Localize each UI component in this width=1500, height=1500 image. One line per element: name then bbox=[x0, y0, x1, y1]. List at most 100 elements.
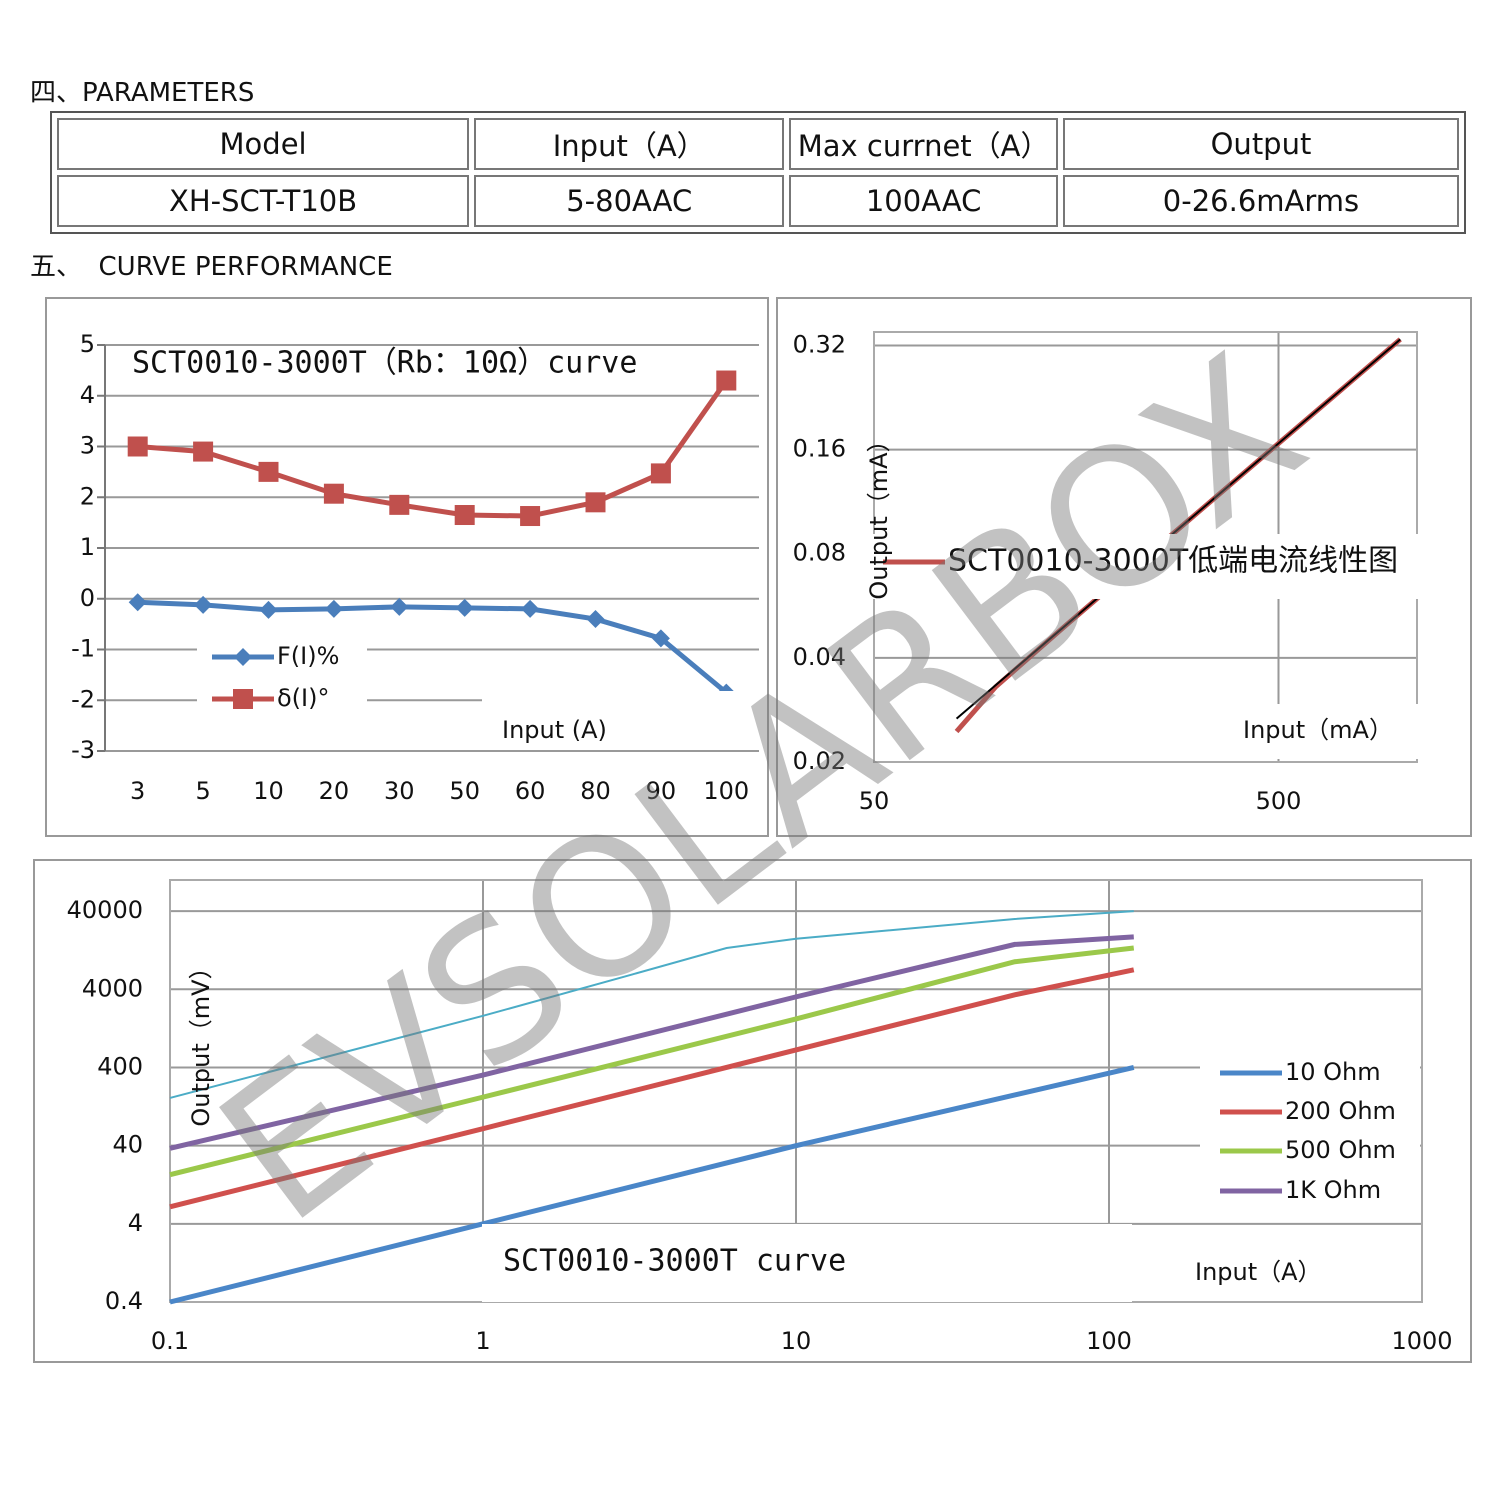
header-cell: Output bbox=[1062, 118, 1459, 170]
legend-label: 500 Ohm bbox=[1285, 1136, 1396, 1164]
label-background bbox=[1185, 1251, 1350, 1291]
header-cell: Model bbox=[57, 118, 470, 170]
y-tick-label: 0.04 bbox=[793, 643, 846, 671]
marker bbox=[324, 599, 343, 618]
x-tick-label: 500 bbox=[1256, 787, 1302, 815]
x-axis-label: Input (A) bbox=[502, 716, 607, 744]
x-tick-label: 100 bbox=[703, 777, 749, 805]
x-tick-label: 3 bbox=[130, 777, 145, 805]
marker bbox=[390, 597, 409, 616]
legend-label: SCT0010-3000T低端电流线性图 bbox=[948, 544, 1398, 579]
series-line bbox=[137, 379, 729, 519]
y-tick-label: 0.32 bbox=[793, 330, 846, 358]
marker bbox=[650, 463, 671, 484]
cell: XH-SCT-T10B bbox=[57, 175, 470, 227]
series-line bbox=[169, 967, 1135, 1210]
marker bbox=[651, 629, 670, 648]
label-background bbox=[1200, 1051, 1420, 1211]
series-line bbox=[169, 934, 1134, 1151]
legend-label: 200 Ohm bbox=[1285, 1097, 1396, 1125]
legend-label: 1K Ohm bbox=[1285, 1176, 1381, 1204]
header-cell: Max currnet（A） bbox=[789, 118, 1058, 170]
series-line bbox=[169, 910, 1134, 1099]
y-tick-label: 0.08 bbox=[793, 539, 846, 567]
marker bbox=[389, 494, 410, 515]
x-tick-label: 30 bbox=[384, 777, 415, 805]
cell: 0-26.6mArms bbox=[1062, 175, 1459, 227]
x-axis-label: Input（A） bbox=[1195, 1258, 1322, 1286]
x-tick-label: 5 bbox=[195, 777, 210, 805]
label-background bbox=[863, 534, 1418, 599]
marker bbox=[127, 436, 148, 457]
y-axis-label: Output（mV） bbox=[187, 955, 215, 1126]
legend-marker bbox=[233, 689, 253, 709]
x-tick-label: 90 bbox=[646, 777, 677, 805]
y-tick-label: 3 bbox=[80, 432, 95, 460]
chart: 0.02 0.04 0.08 0.16 0.32 50 500 SCT0010-3000T低端… bbox=[776, 297, 1472, 837]
label-background bbox=[1233, 704, 1418, 759]
x-tick-label: 1000 bbox=[1391, 1327, 1452, 1355]
chart: -3 -2 -1 0 1 2 3 4 5 3 5 10 20 30 50 60 80 90 100 F(I)% δ(I)… bbox=[45, 297, 769, 837]
legend-marker bbox=[234, 648, 252, 666]
header-cell: Input（A） bbox=[474, 118, 785, 170]
label-background bbox=[482, 1224, 1132, 1302]
x-tick-label: 1 bbox=[475, 1327, 490, 1355]
y-tick-label: 0.02 bbox=[793, 747, 846, 775]
x-tick-label: 80 bbox=[580, 777, 611, 805]
marker bbox=[323, 483, 344, 504]
legend-label: F(I)% bbox=[277, 642, 339, 670]
marker bbox=[454, 505, 475, 526]
marker bbox=[193, 441, 214, 462]
section-heading: 四、PARAMETERS bbox=[30, 78, 255, 108]
chart-title: SCT0010-3000T（Rb：10Ω）curve bbox=[132, 346, 637, 381]
y-tick-label: 40 bbox=[112, 1131, 143, 1159]
y-tick-label: 400 bbox=[97, 1052, 143, 1080]
series-line bbox=[169, 1065, 1135, 1305]
x-tick-label: 50 bbox=[449, 777, 480, 805]
x-tick-label: 0.1 bbox=[151, 1327, 189, 1355]
marker bbox=[520, 506, 541, 527]
x-tick-label: 50 bbox=[859, 787, 890, 815]
cell: 100AAC bbox=[789, 175, 1058, 227]
y-tick-label: 4000 bbox=[82, 974, 143, 1002]
parameters-table: Model Input（A） Max currnet（A） Output XH-SCT… bbox=[50, 111, 1466, 234]
y-tick-label: 5 bbox=[80, 330, 95, 358]
legend-label: 10 Ohm bbox=[1285, 1058, 1381, 1086]
x-tick-label: 20 bbox=[319, 777, 350, 805]
y-tick-label: 2 bbox=[80, 482, 95, 510]
marker bbox=[258, 461, 279, 482]
x-axis-label: Input（mA） bbox=[1243, 716, 1393, 744]
x-tick-label: 100 bbox=[1086, 1327, 1132, 1355]
chart-title: SCT0010-3000T curve bbox=[503, 1244, 846, 1279]
marker bbox=[521, 599, 540, 618]
y-tick-label: 4 bbox=[80, 381, 95, 409]
y-tick-label: 1 bbox=[80, 533, 95, 561]
series-line bbox=[169, 945, 1135, 1178]
series-line bbox=[955, 338, 1401, 720]
marker bbox=[716, 370, 737, 391]
series-line bbox=[137, 599, 728, 695]
y-tick-label: -3 bbox=[71, 736, 95, 764]
marker bbox=[128, 593, 147, 612]
section-heading: 五、 CURVE PERFORMANCE bbox=[30, 252, 393, 282]
y-tick-label: -2 bbox=[71, 685, 95, 713]
marker bbox=[455, 598, 474, 617]
y-tick-label: 40000 bbox=[67, 896, 143, 924]
y-axis-label: Output（mA） bbox=[865, 428, 893, 599]
y-tick-label: 0.16 bbox=[793, 435, 846, 463]
y-tick-label: 0 bbox=[80, 584, 95, 612]
x-tick-label: 60 bbox=[515, 777, 546, 805]
chart: 0.4 4 40 400 4000 40000 0.1 1 10 100 1000 10 Ohm 200… bbox=[33, 859, 1472, 1363]
marker bbox=[259, 600, 278, 619]
y-tick-label: -1 bbox=[71, 635, 95, 663]
legend-label: δ(I)° bbox=[277, 684, 330, 712]
marker bbox=[585, 492, 606, 513]
y-tick-label: 0.4 bbox=[105, 1287, 143, 1315]
marker bbox=[194, 595, 213, 614]
marker bbox=[586, 610, 605, 629]
x-tick-label: 10 bbox=[253, 777, 284, 805]
label-background bbox=[197, 634, 367, 724]
x-tick-label: 10 bbox=[781, 1327, 812, 1355]
y-tick-label: 4 bbox=[128, 1209, 143, 1237]
